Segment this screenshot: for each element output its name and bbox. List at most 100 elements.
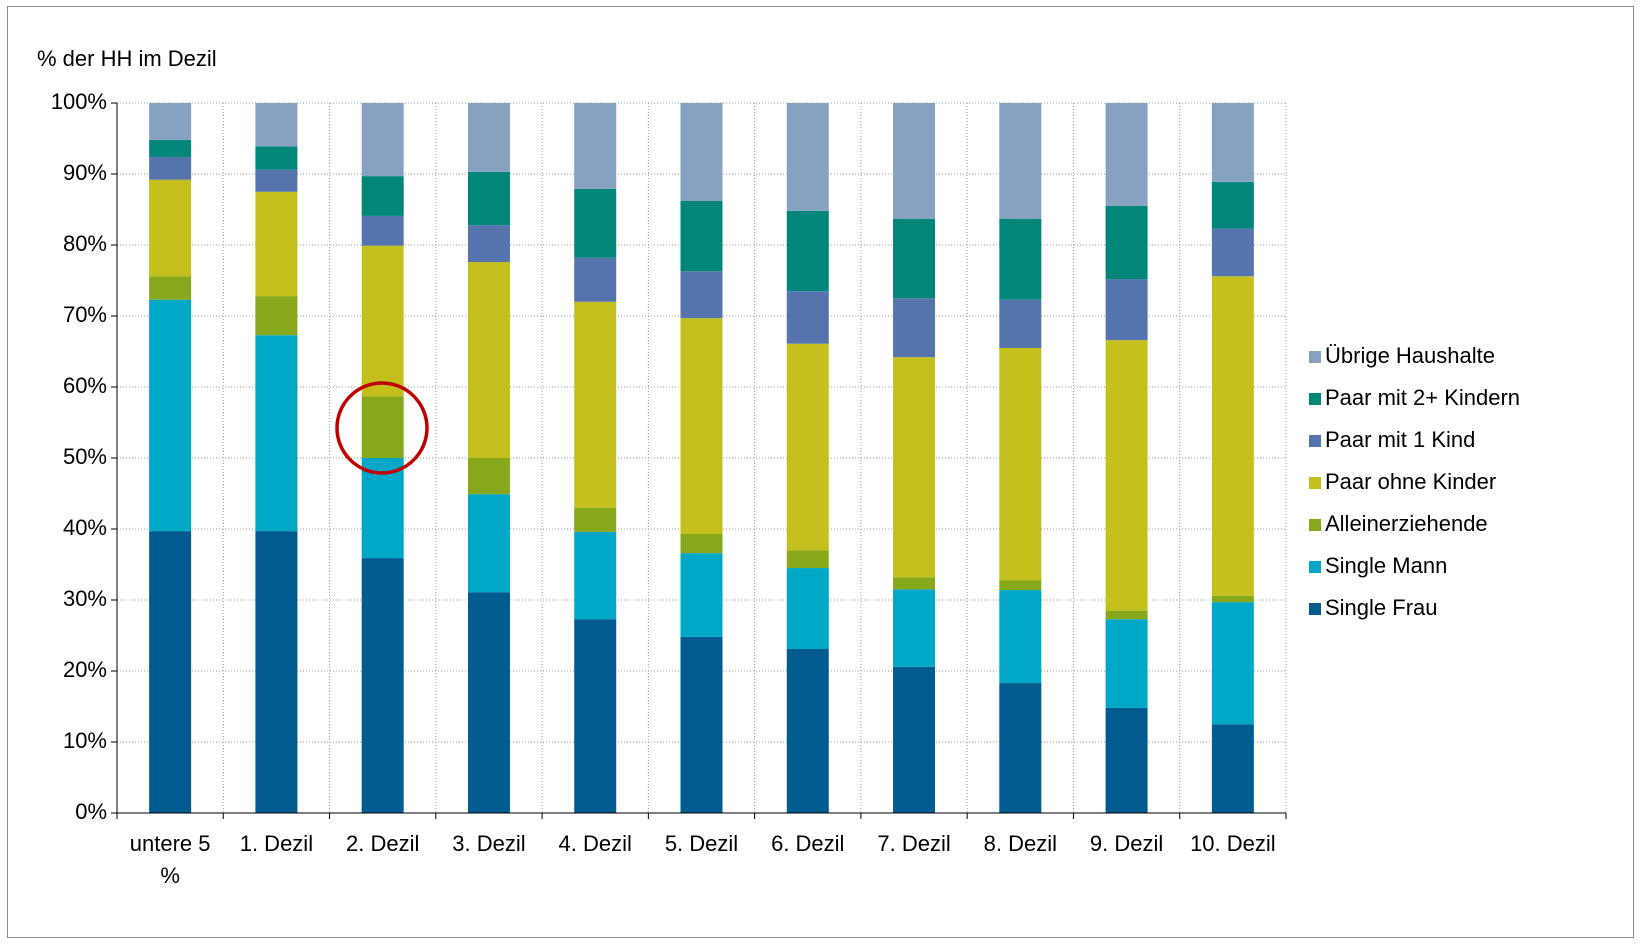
bar-segment [361, 103, 404, 177]
bar-segment [786, 291, 829, 344]
y-tick-label: 60% [63, 373, 107, 398]
legend-label: Paar ohne Kinder [1325, 469, 1496, 494]
bar-segment [1211, 602, 1254, 725]
bar-segment [149, 179, 192, 277]
bar-segment [574, 257, 617, 302]
highlight-circle [335, 381, 429, 475]
bar-segment [467, 494, 510, 593]
bar-segment [467, 592, 510, 813]
bar-segment [1105, 103, 1148, 206]
bar-segment [361, 245, 404, 397]
bar-segment [361, 176, 404, 216]
y-tick-label: 30% [63, 586, 107, 611]
bar-segment [893, 666, 936, 813]
bar-segment [893, 298, 936, 358]
bar-segment [574, 619, 617, 813]
x-tick-label: 4. Dezil [559, 831, 632, 856]
y-tick-label: 40% [63, 515, 107, 540]
legend-swatch [1309, 393, 1321, 405]
y-tick-label: 90% [63, 160, 107, 185]
y-tick-label: 10% [63, 728, 107, 753]
bar-segment [680, 533, 723, 554]
x-tick-label: 1. Dezil [240, 831, 313, 856]
bar-segment [999, 299, 1042, 348]
bar-segment [999, 580, 1042, 591]
legend-label: Alleinerziehende [1325, 511, 1488, 536]
legend-label: Paar mit 1 Kind [1325, 427, 1475, 452]
y-tick-label: 70% [63, 302, 107, 327]
bar-segment [1105, 205, 1148, 280]
bar-segment [893, 357, 936, 578]
bar-segment [680, 318, 723, 534]
bar-segment [999, 218, 1042, 300]
bar-segment [893, 577, 936, 590]
bar-segment [786, 648, 829, 813]
bar-segment [361, 558, 404, 813]
bar-segment [680, 103, 723, 201]
bars [149, 103, 1254, 813]
bar-segment [680, 200, 723, 272]
bar-segment [255, 335, 298, 532]
bar-segment [361, 215, 404, 246]
legend-swatch [1309, 435, 1321, 447]
legend-swatch [1309, 561, 1321, 573]
bar-segment [999, 103, 1042, 219]
x-tick-label: 7. Dezil [877, 831, 950, 856]
bar-segment [255, 169, 298, 192]
bar-segment [1211, 276, 1254, 596]
legend-swatch [1309, 603, 1321, 615]
bar-segment [1105, 707, 1148, 813]
x-tick-label: 5. Dezil [665, 831, 738, 856]
legend-label: Übrige Haushalte [1325, 343, 1495, 368]
x-tick-label: 10. Dezil [1190, 831, 1276, 856]
legend-label: Single Mann [1325, 553, 1447, 578]
bar-segment [149, 276, 192, 300]
grid [117, 102, 1287, 814]
bar-segment [149, 156, 192, 180]
bar-segment [574, 531, 617, 620]
bar-segment [467, 262, 510, 458]
y-tick-label: 50% [63, 444, 107, 469]
bar-segment [149, 103, 192, 140]
bar-segment [467, 225, 510, 263]
bar-segment [1211, 181, 1254, 229]
bar-segment [786, 343, 829, 551]
bar-segment [893, 103, 936, 219]
y-tick-label: 80% [63, 231, 107, 256]
bar-segment [786, 210, 829, 292]
axes: 0% 10% 20% 30% 40% 50% 60% 70% 80% 90% 100% untere … [51, 89, 1287, 888]
bar-segment [255, 146, 298, 170]
bar-segment [255, 296, 298, 336]
bar-segment [999, 683, 1042, 813]
legend-label: Single Frau [1325, 595, 1438, 620]
bar-segment [467, 103, 510, 172]
bar-segment [680, 553, 723, 637]
bar-segment [574, 188, 617, 258]
bar-segment [574, 103, 617, 189]
bar-segment [255, 191, 298, 297]
bar-segment [999, 590, 1042, 684]
bar-segment [467, 458, 510, 495]
legend-swatch [1309, 351, 1321, 363]
bar-segment [1105, 610, 1148, 620]
legend-swatch [1309, 477, 1321, 489]
x-tick-label: 2. Dezil [346, 831, 419, 856]
x-tick-label: 6. Dezil [771, 831, 844, 856]
x-tick-label: untere 5% [130, 831, 211, 888]
bar-segment [255, 103, 298, 147]
bar-segment [680, 271, 723, 319]
y-tick-label: 0% [75, 799, 107, 824]
bar-segment [786, 550, 829, 569]
bar-segment [1211, 724, 1254, 813]
bar-segment [255, 531, 298, 813]
bar-segment [361, 396, 404, 458]
bar-segment [149, 139, 192, 157]
bar-segment [1105, 619, 1148, 708]
bar-segment [999, 347, 1042, 581]
y-tick-label: 100% [51, 89, 107, 114]
bar-segment [149, 299, 192, 532]
y-tick-label: 20% [63, 657, 107, 682]
bar-segment [467, 171, 510, 226]
bar-segment [1211, 103, 1254, 182]
